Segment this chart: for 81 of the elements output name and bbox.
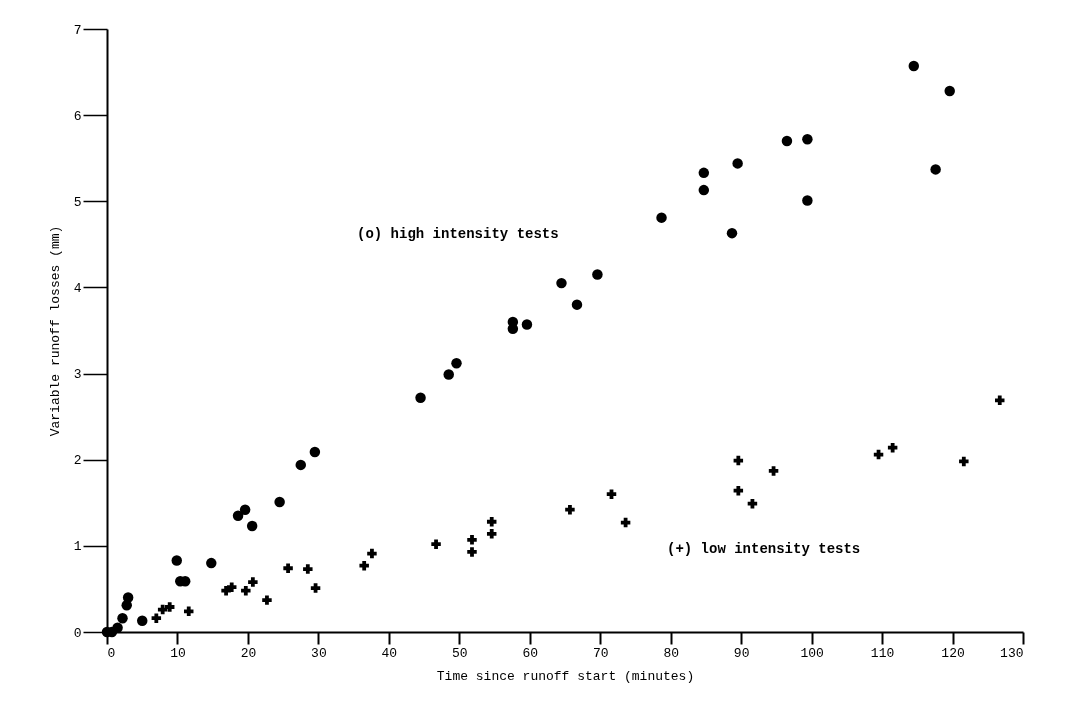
y-tick-label: 3 xyxy=(73,367,82,383)
point xyxy=(733,485,744,496)
x-tick-label: 70 xyxy=(592,645,609,661)
point xyxy=(164,602,175,612)
y-tick-label: 4 xyxy=(73,280,82,296)
point xyxy=(221,585,231,596)
point xyxy=(262,595,272,605)
point xyxy=(431,539,441,549)
x-tick-label: 130 xyxy=(1000,645,1024,661)
point xyxy=(226,582,237,592)
point xyxy=(171,555,182,566)
point xyxy=(802,134,813,145)
x-tick-label: 40 xyxy=(381,645,398,661)
x-tick-label: 20 xyxy=(240,645,257,661)
point xyxy=(239,504,251,515)
x-axis-title: Time since runoff start (minutes) xyxy=(436,668,695,684)
text: (+) low intensity tests xyxy=(667,541,861,557)
x-tick-label: 60 xyxy=(522,645,539,661)
point xyxy=(151,613,162,623)
point xyxy=(310,583,321,593)
point xyxy=(241,585,251,596)
point xyxy=(467,535,477,545)
point xyxy=(136,615,148,627)
point xyxy=(698,184,710,196)
x-tick-label: 110 xyxy=(870,645,895,661)
point xyxy=(656,212,667,223)
point xyxy=(303,564,313,574)
y-tick-label: 2 xyxy=(73,453,82,469)
point xyxy=(565,504,575,515)
point xyxy=(283,563,293,573)
point xyxy=(930,164,941,175)
y-axis-title: Variable runoff losses (mm) xyxy=(47,225,63,437)
point xyxy=(698,167,710,179)
point xyxy=(274,496,285,508)
y-tick-label: 5 xyxy=(73,194,82,210)
point xyxy=(486,516,497,527)
x-tick-label: 80 xyxy=(663,645,679,661)
x-tick-label: 100 xyxy=(800,645,824,661)
y-tick-label: 7 xyxy=(73,22,82,38)
point xyxy=(908,60,920,72)
point xyxy=(359,560,369,571)
point xyxy=(415,392,426,403)
point xyxy=(117,612,128,624)
point xyxy=(467,547,477,557)
point xyxy=(309,446,321,458)
point xyxy=(556,277,567,289)
x-tick-label: 50 xyxy=(452,645,468,661)
point xyxy=(295,459,307,471)
x-tick-label: 90 xyxy=(733,645,750,661)
text: (o) high intensity tests xyxy=(357,226,559,242)
point xyxy=(732,158,743,169)
point xyxy=(486,529,497,539)
y-tick-label: 0 xyxy=(73,625,82,641)
point xyxy=(726,227,738,239)
point xyxy=(443,369,454,380)
x-tick-label: 120 xyxy=(941,645,965,661)
point xyxy=(112,622,123,633)
point xyxy=(592,269,603,280)
x-tick-label: 10 xyxy=(170,645,186,661)
point xyxy=(768,466,779,476)
point xyxy=(232,510,244,521)
point xyxy=(246,520,258,532)
point xyxy=(606,489,617,499)
point xyxy=(781,135,793,147)
point xyxy=(248,577,258,587)
point xyxy=(367,548,377,559)
point xyxy=(183,606,194,617)
point xyxy=(959,456,969,467)
point xyxy=(521,319,533,330)
point xyxy=(206,557,217,569)
point xyxy=(571,299,583,310)
y-tick-label: 6 xyxy=(73,108,82,124)
y-tick-label: 1 xyxy=(73,539,82,555)
point xyxy=(122,592,134,603)
point xyxy=(887,442,898,453)
point xyxy=(995,395,1005,406)
x-tick-label: 0 xyxy=(107,645,116,661)
x-tick-label: 30 xyxy=(311,645,327,661)
point xyxy=(944,85,955,97)
point xyxy=(451,358,462,369)
point xyxy=(802,195,813,206)
